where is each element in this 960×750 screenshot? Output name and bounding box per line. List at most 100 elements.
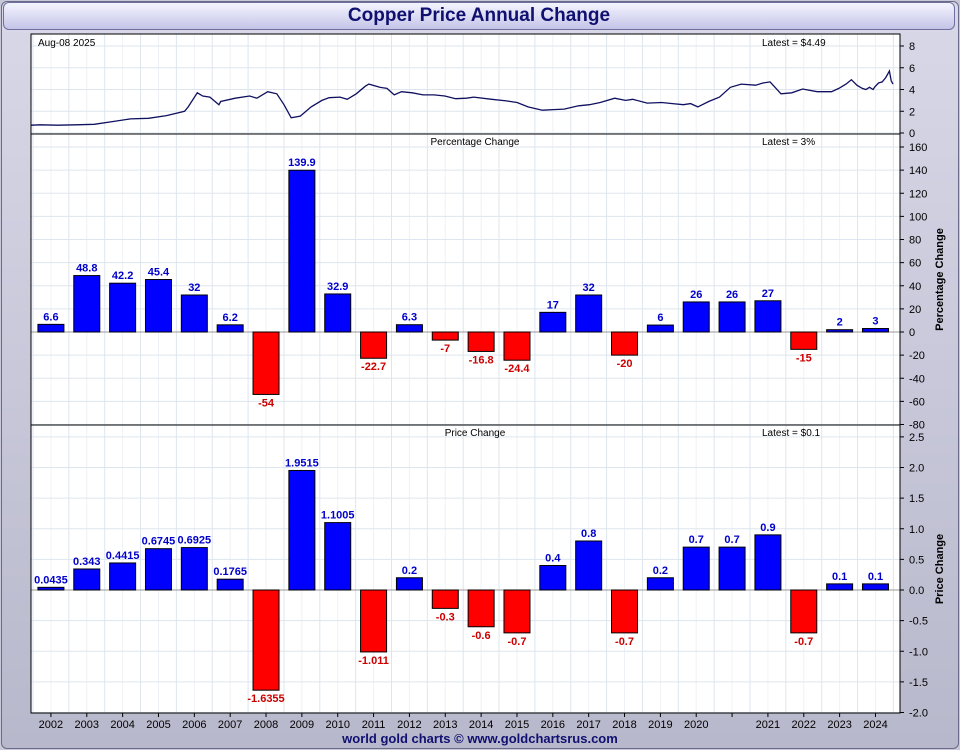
bar: [503, 589, 531, 634]
y-tick-label: -1.5: [909, 677, 928, 689]
y-tick-label: 40: [909, 281, 921, 293]
data-label: 139.9: [288, 157, 316, 169]
chart-title: Copper Price Annual Change: [3, 2, 955, 30]
x-tick-label: 2004: [110, 719, 134, 731]
data-label: -0.6: [472, 630, 491, 642]
data-label: -0.7: [507, 636, 526, 648]
data-label: 0.2: [653, 565, 668, 577]
y-tick-label: 6: [909, 63, 915, 75]
bar: [503, 331, 531, 361]
x-tick-label: 2010: [325, 719, 349, 731]
data-label: 3: [872, 316, 878, 328]
data-label: -0.3: [436, 611, 455, 623]
bar: [288, 469, 316, 591]
bar: [324, 293, 352, 333]
x-tick-label: 2022: [792, 719, 816, 731]
bar: [216, 578, 244, 591]
data-label: 0.7: [724, 534, 739, 546]
data-label: 0.4: [545, 553, 561, 565]
data-label: 42.2: [112, 270, 133, 282]
bar: [431, 589, 459, 609]
bar: [826, 329, 854, 333]
x-tick-label: 2020: [684, 719, 708, 731]
bar: [682, 546, 710, 591]
footer-credit: world gold charts © www.goldchartsrus.co…: [342, 731, 618, 746]
data-label: 27: [762, 288, 774, 300]
bar: [718, 546, 746, 591]
bar: [109, 562, 137, 591]
y-tick-label: -20: [909, 350, 925, 362]
bar: [360, 331, 388, 359]
x-tick-label: 2005: [146, 719, 170, 731]
y-axis-label: Percentage Change: [934, 228, 946, 331]
bar: [180, 294, 208, 333]
bar: [288, 169, 316, 333]
bar: [324, 522, 352, 591]
bar: [790, 331, 818, 350]
x-tick-label: 2008: [254, 719, 278, 731]
data-label: 0.8: [581, 528, 596, 540]
data-label: 6.6: [43, 311, 58, 323]
bar: [682, 301, 710, 333]
data-label: 0.7: [689, 534, 704, 546]
y-tick-label: 60: [909, 258, 921, 270]
bar: [395, 577, 423, 591]
panel-1-background: [30, 33, 901, 135]
x-tick-label: 2011: [362, 719, 386, 731]
data-label: -7: [440, 343, 450, 355]
y-tick-label: 2.0: [909, 463, 924, 475]
price-line: [30, 69, 894, 126]
data-label: -1.011: [358, 655, 389, 667]
y-tick-label: -1.0: [909, 646, 928, 658]
data-label: 32: [188, 282, 200, 294]
x-tick-label: 2013: [433, 719, 457, 731]
bar: [718, 301, 746, 333]
y-tick-label: 0.5: [909, 554, 924, 566]
x-tick-label: 2016: [541, 719, 565, 731]
x-tick-label: 2019: [648, 719, 672, 731]
data-label: 0.6925: [177, 535, 211, 547]
x-tick-label: 2009: [290, 719, 314, 731]
bar: [252, 589, 280, 691]
y-tick-label: 2.5: [909, 432, 924, 444]
latest-price-label: Latest = $4.49: [762, 38, 826, 49]
bar: [790, 589, 818, 634]
bar: [73, 275, 101, 333]
data-label: -0.7: [794, 636, 813, 648]
data-label: -24.4: [504, 363, 530, 375]
data-label: 1.1005: [321, 510, 355, 522]
bar: [539, 565, 567, 591]
data-label: 26: [726, 289, 738, 301]
y-tick-label: 80: [909, 235, 921, 247]
y-tick-label: 0: [909, 327, 915, 339]
x-tick-label: 2021: [756, 719, 780, 731]
panel-2-background: [30, 133, 901, 426]
panel-subtitle: Price Change: [445, 428, 506, 439]
y-tick-label: 140: [909, 165, 927, 177]
bar: [467, 589, 495, 628]
bar: [467, 331, 495, 352]
y-tick-label: 0: [909, 128, 915, 140]
data-label: -15: [796, 352, 812, 364]
y-tick-label: 1.0: [909, 524, 924, 536]
y-tick-label: 1.5: [909, 493, 924, 505]
data-label: 0.4415: [106, 550, 140, 562]
data-label: 0.6745: [142, 536, 176, 548]
data-label: 32: [583, 282, 595, 294]
data-label: 6.3: [402, 312, 417, 324]
bar: [861, 583, 889, 591]
y-tick-label: 120: [909, 188, 927, 200]
y-tick-label: 2: [909, 106, 915, 118]
latest-label: Latest = 3%: [762, 137, 815, 148]
x-tick-label: 2007: [218, 719, 242, 731]
data-label: 0.9: [760, 522, 775, 534]
data-label: 0.1765: [213, 566, 247, 578]
bar: [754, 534, 782, 591]
latest-label: Latest = $0.1: [762, 428, 821, 439]
bar: [144, 548, 172, 591]
bar: [37, 323, 65, 333]
data-label: 6.2: [223, 312, 238, 324]
panel-3-border: [30, 424, 901, 714]
x-tick-label: 2003: [75, 719, 99, 731]
